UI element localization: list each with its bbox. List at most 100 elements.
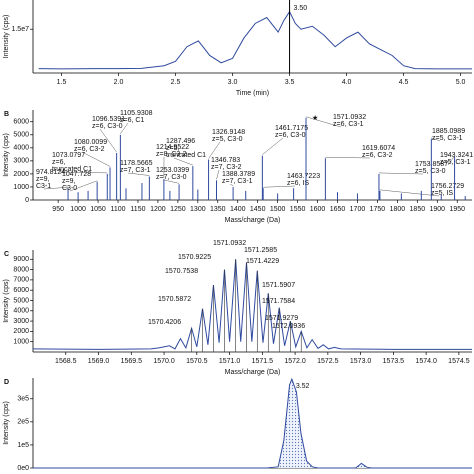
y-tick-label: 6000	[13, 119, 29, 126]
peak-annotation: z=7, C3-1	[120, 167, 151, 174]
x-tick-label: 1000	[70, 206, 86, 213]
peak-annotation: z=5, C3-0	[212, 136, 243, 143]
peak-label: 3.50	[294, 5, 308, 12]
x-tick-label: 1050	[90, 206, 106, 213]
y-tick-label: 2e5	[17, 419, 29, 426]
y-tick-label: 0e0	[17, 465, 29, 472]
leader-line	[431, 137, 441, 142]
y-tick-label: 1.5e7	[11, 26, 29, 33]
x-tick-label: 4.5	[399, 79, 409, 86]
y-tick-label: 5000	[13, 297, 29, 304]
x-tick-label: 1900	[429, 206, 445, 213]
x-tick-label: 1571.0	[219, 358, 241, 365]
x-tick-label: 3.0	[228, 79, 238, 86]
leader-line	[127, 172, 150, 176]
leader-line	[263, 185, 296, 188]
leader-line	[216, 169, 220, 180]
peak-mz: 1463.7223	[287, 173, 320, 180]
peak-mz: 1461.7175	[275, 125, 308, 132]
y-axis-title: Intensity (cps)	[3, 401, 10, 445]
peak-mz: 1570.7538	[165, 268, 198, 275]
peak-mz: 1619.6074	[362, 145, 395, 152]
x-tick-label: 1.5	[57, 79, 67, 86]
x-tick-label: 1700	[350, 206, 366, 213]
y-tick-label: 2000	[13, 171, 29, 178]
y-tick-label: 0	[25, 197, 29, 204]
x-tick-label: 1300	[190, 206, 206, 213]
panel-letter: B	[4, 111, 9, 118]
x-tick-label: 3.5	[285, 79, 295, 86]
x-tick-label: 1571.5	[252, 358, 274, 365]
peak-annotation: z=6, C3-2	[74, 146, 105, 153]
x-tick-label: 1550	[290, 206, 306, 213]
x-tick-label: 1150	[130, 206, 145, 213]
trace	[38, 10, 472, 70]
peak-mz: 974.8124	[36, 169, 65, 176]
peak-mz: 1756.2729	[431, 183, 464, 190]
profile-trace	[32, 259, 472, 350]
y-tick-label: 5000	[13, 132, 29, 139]
x-tick-label: 1750	[370, 206, 386, 213]
leader-line	[43, 187, 69, 190]
peak-annotation: z=6,	[52, 159, 65, 166]
peak-annotation: truncated C1	[166, 152, 206, 159]
peak-annotation: z=5, C3-1	[432, 135, 463, 142]
x-tick-label: 1572.5	[317, 358, 339, 365]
x-tick-label: 1800	[390, 206, 406, 213]
peak-mz: 1388.3789	[222, 171, 255, 178]
y-tick-label: 4000	[13, 308, 29, 315]
y-tick-label: 3000	[13, 158, 29, 165]
peak-annotation: z=9,	[62, 178, 75, 185]
peak-mz: 1571.7584	[262, 298, 295, 305]
leader-line	[173, 157, 193, 166]
peak-mz: 1570.5872	[158, 296, 191, 303]
peak-mz: 1214.9522	[156, 144, 189, 151]
peak-mz: 1326.9148	[212, 129, 245, 136]
leader-line	[120, 122, 129, 134]
peak-annotation: z=5, IS	[431, 190, 453, 197]
y-axis-title: Intensity (cps)	[3, 279, 10, 323]
leader-line	[305, 116, 342, 128]
y-tick-label: 6000	[13, 287, 29, 294]
peak-annotation: z=6, IS	[287, 180, 309, 187]
leader-line	[447, 155, 455, 166]
peak-mz: 1570.9225	[178, 254, 211, 261]
x-tick-label: 950	[52, 206, 64, 213]
peak-mz: 1571.0932	[333, 114, 366, 121]
leader-line	[81, 151, 111, 167]
leader-line	[208, 141, 221, 159]
peak-mz: 1571.2585	[244, 247, 277, 254]
x-tick-label: 1573.0	[350, 358, 372, 365]
peak-annotation: C3-1	[36, 183, 51, 190]
peak-annotation: z=6, C3-2	[362, 152, 393, 159]
y-axis-title: Intensity (cps)	[3, 133, 10, 177]
y-tick-label: 1000	[13, 339, 29, 346]
peak-mz: 1080.0099	[74, 139, 107, 146]
leader-line	[59, 171, 108, 174]
x-tick-label: 1450	[250, 206, 266, 213]
x-tick-label: 1350	[210, 206, 226, 213]
x-axis-title: Mass/charge (Da)	[225, 369, 281, 376]
y-tick-label: 1000	[13, 184, 29, 191]
peak-mz: 1885.0989	[432, 128, 465, 135]
peak-mz: 1572.0936	[272, 323, 305, 330]
peak-mz: 1346.783	[211, 157, 240, 164]
x-tick-label: 1569.0	[88, 358, 110, 365]
peak-annotation: z=7, C3-0	[156, 174, 187, 181]
y-tick-label: 9000	[13, 256, 29, 263]
peak-annotation: z=8, C3-2	[156, 151, 187, 158]
peak-annotation: z=6, C3-0	[275, 132, 306, 139]
y-tick-label: 7000	[13, 277, 29, 284]
x-tick-label: 5.0	[456, 79, 466, 86]
peak-mz: 1570.4206	[148, 319, 181, 326]
leader-line	[378, 172, 424, 175]
x-tick-label: 1200	[150, 206, 166, 213]
leader-line	[379, 189, 440, 197]
y-tick-label: 4000	[13, 145, 29, 152]
peak-mz: 1943.3241	[440, 152, 473, 159]
leader-line	[325, 157, 371, 159]
x-tick-label: 2.0	[114, 79, 124, 86]
peak-annotation: z=7, C3-2	[211, 164, 242, 171]
peak-label: 3.52	[296, 383, 310, 390]
